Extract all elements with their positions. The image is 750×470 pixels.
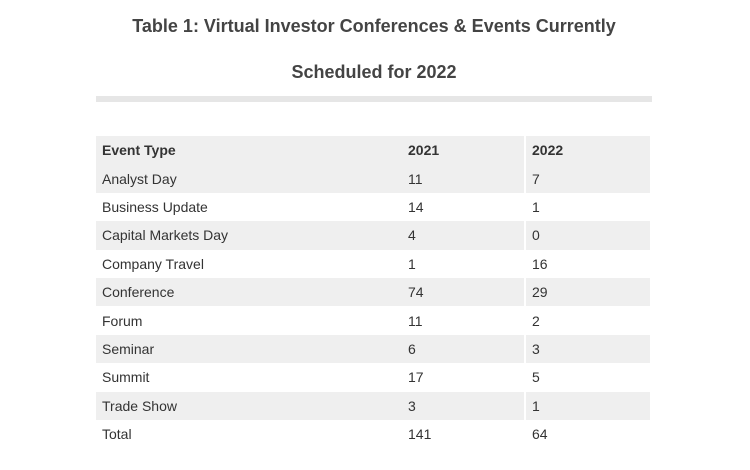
table-row: Capital Markets Day 4 0 [96,221,650,250]
cell-2022: 64 [526,419,650,449]
cell-2021: 4 [402,221,526,250]
table-row: Conference 74 29 [96,277,650,307]
table-header-row: Event Type 2021 2022 [96,136,650,165]
table-row: Company Travel 1 16 [96,249,650,278]
cell-2021: 17 [402,363,526,392]
cell-event-type: Capital Markets Day [96,221,402,250]
cell-event-type: Forum [96,306,402,335]
cell-2021: 74 [402,277,526,307]
table-row: Summit 17 5 [96,363,650,392]
cell-2022: 0 [526,221,650,250]
cell-event-type: Total [96,419,402,449]
header-event-type: Event Type [96,136,402,165]
cell-event-type: Trade Show [96,391,402,420]
cell-event-type: Seminar [96,334,402,364]
table-title-line-2: Scheduled for 2022 [291,62,457,82]
cell-2022: 16 [526,249,650,278]
cell-2022: 1 [526,192,650,222]
cell-2022: 29 [526,277,650,307]
cell-2021: 6 [402,334,526,364]
cell-event-type: Conference [96,277,402,307]
cell-2022: 1 [526,391,650,420]
cell-event-type: Summit [96,363,402,392]
title-divider [96,96,652,102]
cell-event-type: Business Update [96,192,402,222]
cell-2021: 14 [402,192,526,222]
cell-2022: 3 [526,334,650,364]
cell-event-type: Analyst Day [96,164,402,193]
cell-2022: 2 [526,306,650,335]
table-total-row: Total 141 64 [96,419,650,449]
cell-2021: 141 [402,419,526,449]
cell-2022: 5 [526,363,650,392]
cell-2021: 11 [402,164,526,193]
cell-2021: 3 [402,391,526,420]
table-title-line-1: Table 1: Virtual Investor Conferences & … [132,16,616,36]
events-table: Event Type 2021 2022 Analyst Day 11 7 Bu… [96,136,650,449]
cell-2021: 11 [402,306,526,335]
table-row: Trade Show 3 1 [96,391,650,420]
table-row: Analyst Day 11 7 [96,164,650,193]
header-2022: 2022 [526,136,650,165]
header-2021: 2021 [402,136,526,165]
cell-event-type: Company Travel [96,249,402,278]
cell-2021: 1 [402,249,526,278]
table-row: Business Update 14 1 [96,192,650,222]
table-row: Forum 11 2 [96,306,650,335]
cell-2022: 7 [526,164,650,193]
table-row: Seminar 6 3 [96,334,650,364]
